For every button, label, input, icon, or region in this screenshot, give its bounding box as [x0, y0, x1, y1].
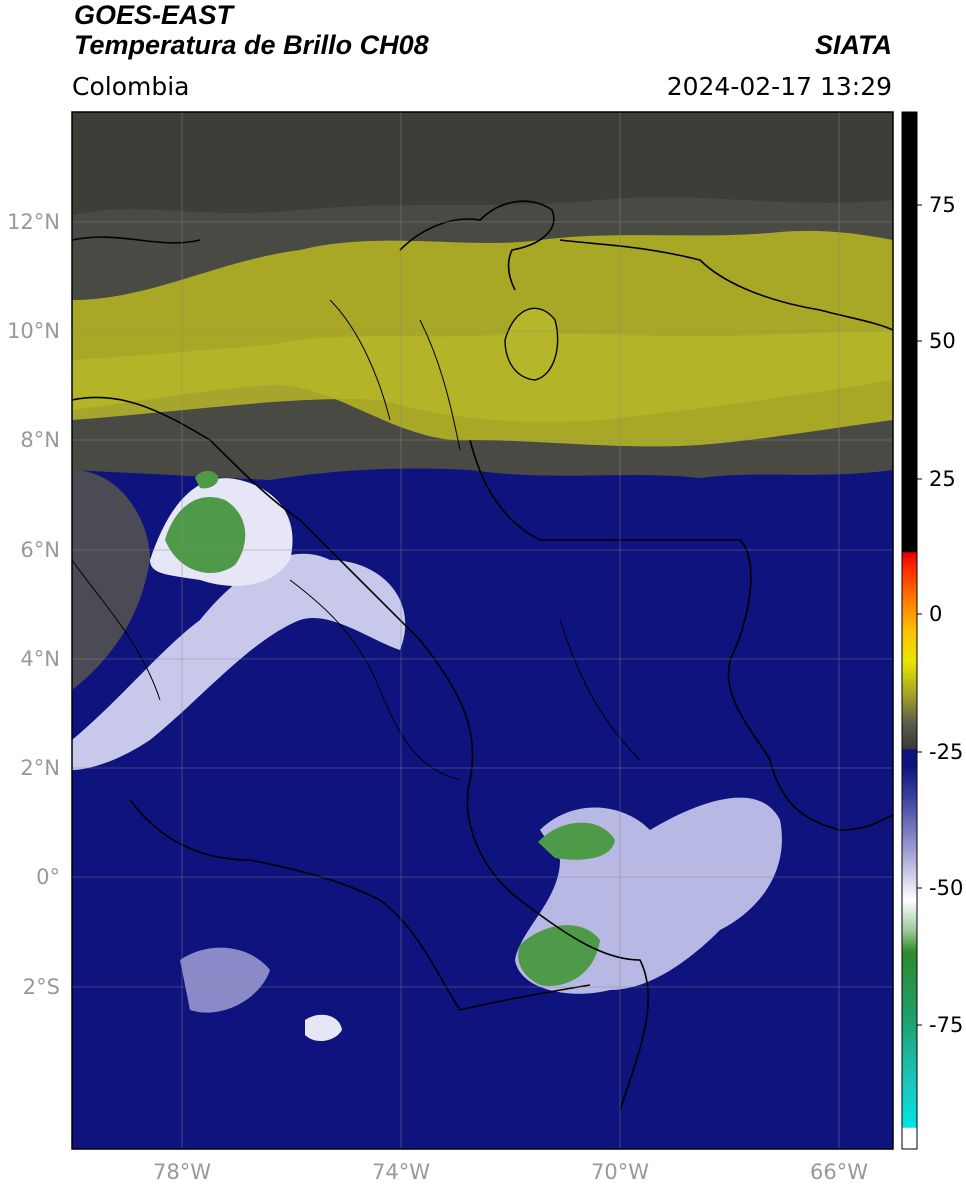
longitude-labels: 78°W 74°W 70°W 66°W — [153, 1160, 868, 1184]
map-frame — [71, 111, 894, 1150]
colorbar-gradient — [901, 111, 918, 1150]
lon-label-66w: 66°W — [810, 1160, 868, 1184]
lat-label-8n: 8°N — [20, 428, 60, 452]
organization-label: SIATA — [815, 30, 892, 60]
colorbar: 75 50 25 0 -25 -50 -75 — [901, 111, 963, 1150]
region-label: Colombia — [72, 72, 190, 101]
product-title: Temperatura de Brillo CH08 — [74, 30, 429, 60]
lon-label-70w: 70°W — [591, 1160, 649, 1184]
colorbar-tick-0: 0 — [929, 602, 942, 626]
colorbar-tick-75: 75 — [929, 193, 956, 217]
latitude-labels: 12°N 10°N 8°N 6°N 4°N 2°N 0° 2°S — [7, 210, 60, 999]
lat-label-4n: 4°N — [20, 647, 60, 671]
colorbar-tick-neg50: -50 — [929, 876, 963, 900]
colorbar-tick-25: 25 — [929, 467, 956, 491]
lat-label-12n: 12°N — [7, 210, 60, 234]
lon-label-74w: 74°W — [372, 1160, 430, 1184]
colorbar-tick-50: 50 — [929, 329, 956, 353]
lat-label-2n: 2°N — [20, 756, 60, 780]
timestamp-label: 2024-02-17 13:29 — [666, 72, 892, 101]
lat-label-2s: 2°S — [23, 975, 60, 999]
satellite-title: GOES-EAST — [74, 0, 234, 30]
satellite-image — [72, 112, 893, 1149]
lat-label-0: 0° — [36, 865, 60, 889]
lon-label-78w: 78°W — [153, 1160, 211, 1184]
colorbar-tick-neg25: -25 — [929, 740, 963, 764]
colorbar-tick-neg75: -75 — [929, 1013, 963, 1037]
lat-label-6n: 6°N — [20, 538, 60, 562]
lat-label-10n: 10°N — [7, 319, 60, 343]
